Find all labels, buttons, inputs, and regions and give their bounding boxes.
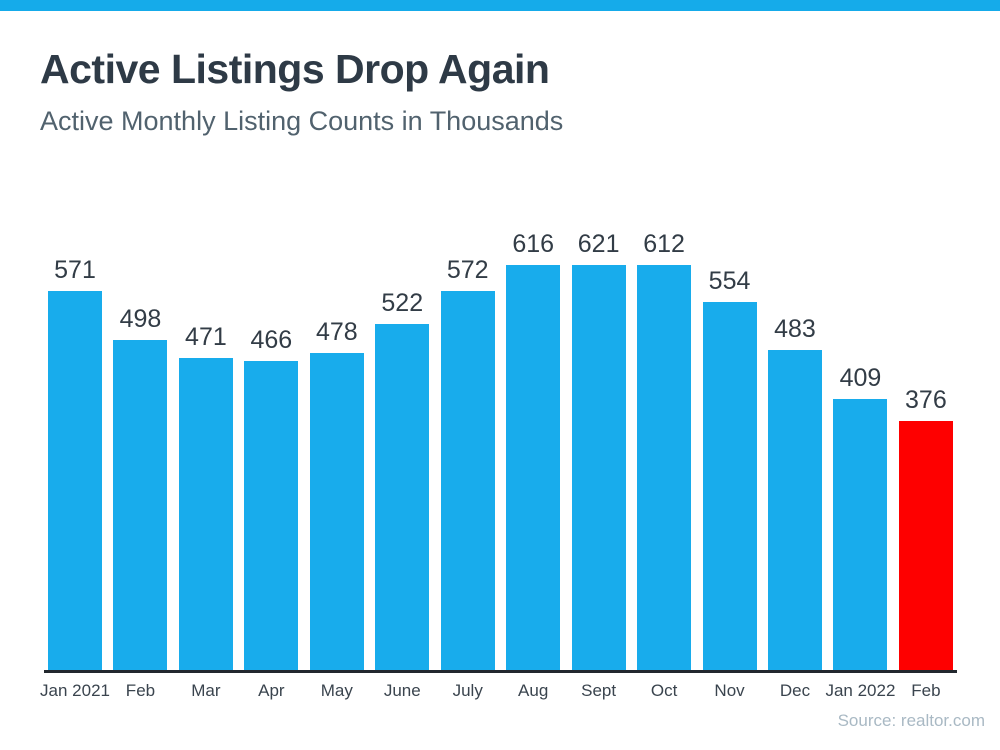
bar (113, 340, 168, 670)
x-tick-label: Sept (581, 681, 617, 700)
bar-value-label: 572 (446, 256, 489, 284)
bar-group: 572 July (440, 230, 495, 700)
bar-group: 554 Nov (702, 230, 757, 700)
bar-value-label: 466 (250, 326, 293, 354)
bar-value-label: 554 (708, 267, 751, 295)
x-axis-line (44, 670, 957, 673)
x-tick-label: June (383, 681, 421, 700)
bar (898, 421, 953, 670)
page-title: Active Listings Drop Again (40, 46, 550, 92)
x-tick-label: Mar (191, 681, 221, 700)
bar-group: 483 Dec (767, 230, 822, 700)
x-tick-label: Oct (650, 681, 678, 700)
bar (767, 350, 822, 670)
bar-group: 612 Oct (637, 230, 692, 700)
x-tick-label: Feb (911, 681, 941, 700)
x-tick-label: Dec (779, 681, 811, 700)
x-tick-label: Apr (258, 681, 285, 700)
source-attribution: Source: realtor.com (837, 711, 985, 730)
bar (48, 291, 102, 670)
bar-group: 616 Aug (506, 230, 561, 700)
x-tick-label: July (452, 681, 483, 700)
bar-value-label: 478 (315, 318, 358, 346)
bar-value-label: 376 (905, 386, 947, 414)
bar-value-label: 483 (774, 315, 816, 343)
bar-group: 522 June (375, 230, 430, 700)
bar-value-label: 616 (512, 230, 555, 258)
page-subtitle: Active Monthly Listing Counts in Thousan… (40, 106, 564, 136)
bar-value-label: 621 (577, 230, 620, 258)
bar-value-label: 571 (54, 256, 96, 284)
bar-value-label: 409 (839, 364, 882, 392)
bar-group: 376 Feb (898, 230, 953, 700)
x-tick-label: Nov (714, 681, 745, 700)
x-tick-label: Jan 2021 (40, 681, 110, 700)
bar (375, 324, 430, 670)
bar-group: 409 Jan 2022 (825, 230, 895, 700)
bar-group: 466 Apr (244, 230, 299, 700)
bar-value-label: 498 (119, 305, 162, 333)
bar-group: 498 Feb (113, 230, 168, 700)
bar (506, 265, 561, 670)
x-tick-label: Aug (518, 681, 549, 700)
bar-group: 471 Mar (178, 230, 233, 700)
bar-group: 571 Jan 2021 (40, 230, 110, 700)
bar-value-label: 522 (381, 289, 424, 317)
bar-group: 621 Sept (571, 230, 626, 700)
bar-group: 478 May (309, 230, 364, 700)
bar (309, 353, 364, 670)
x-tick-label: Jan 2022 (825, 681, 896, 700)
bar (833, 399, 888, 670)
accent-top-strip (0, 0, 1000, 11)
bar (571, 265, 626, 670)
x-tick-label: May (320, 681, 353, 700)
bar (702, 302, 757, 670)
bar (244, 361, 299, 670)
bar (637, 265, 692, 670)
x-tick-label: Feb (125, 681, 156, 700)
bar-value-label: 612 (643, 230, 685, 258)
bar (178, 358, 233, 670)
bar (440, 291, 495, 670)
bar-value-label: 471 (185, 323, 227, 351)
bar-chart: 571 Jan 2021 498 Feb 471 Mar 466 Apr 478 May 522 Ju… (40, 230, 953, 700)
